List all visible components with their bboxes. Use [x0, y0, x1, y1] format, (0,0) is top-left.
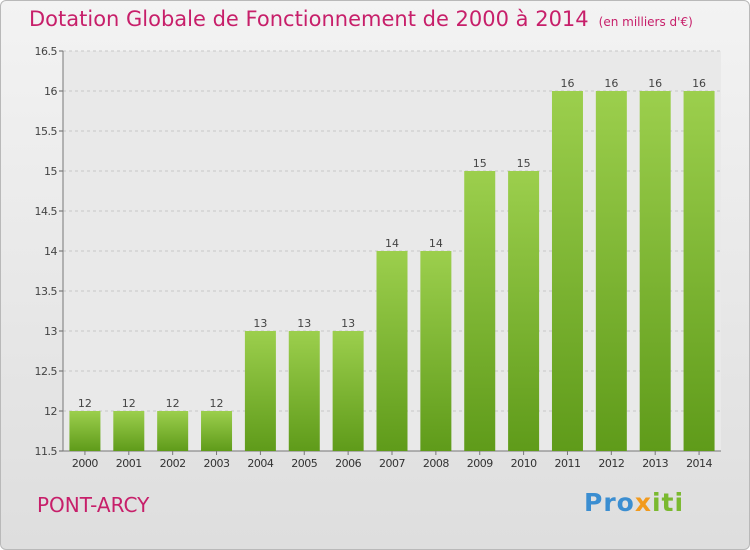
- bars: [69, 91, 715, 451]
- data-label-2013: 16: [648, 77, 662, 90]
- y-tick-label: 12: [44, 405, 57, 418]
- bar-2008: [420, 251, 452, 451]
- y-tick-label: 15: [44, 165, 57, 178]
- data-label-2000: 12: [78, 397, 92, 410]
- logo-part-3: iti: [651, 488, 685, 517]
- y-tick-label: 16: [44, 85, 57, 98]
- y-tick-label: 12.5: [35, 365, 58, 378]
- data-label-2010: 15: [517, 157, 531, 170]
- data-label-2005: 13: [297, 317, 311, 330]
- data-label-2001: 12: [122, 397, 136, 410]
- bar-2001: [113, 411, 145, 451]
- bar-2014: [683, 91, 715, 451]
- x-tick-label-2014: 2014: [686, 457, 712, 470]
- bar-2007: [376, 251, 408, 451]
- data-label-2012: 16: [604, 77, 618, 90]
- data-label-2009: 15: [473, 157, 487, 170]
- x-tick-label-2008: 2008: [423, 457, 449, 470]
- y-tick-label: 16.5: [35, 45, 58, 58]
- data-label-2006: 13: [341, 317, 355, 330]
- x-tick-label-2003: 2003: [204, 457, 230, 470]
- bar-2009: [464, 171, 496, 451]
- labels: 11.5 12 12.5 13 13.5 14 14.5 15 15.5 16 16.5 12 2000…: [35, 45, 714, 470]
- y-tick-label: 14.5: [35, 205, 58, 218]
- chart-title-text: Dotation Globale de Fonctionnement de 20…: [29, 7, 589, 31]
- x-tick-label-2013: 2013: [642, 457, 668, 470]
- x-tick-label-2007: 2007: [379, 457, 405, 470]
- bar-2002: [157, 411, 189, 451]
- y-tick-label: 13: [44, 325, 57, 338]
- bar-2010: [508, 171, 540, 451]
- bar-2013: [639, 91, 671, 451]
- bar-2005: [288, 331, 320, 451]
- x-tick-label-2005: 2005: [291, 457, 317, 470]
- x-tick-label-2010: 2010: [511, 457, 537, 470]
- x-tick-label-2002: 2002: [160, 457, 186, 470]
- data-label-2003: 12: [210, 397, 224, 410]
- chart-unit: (en milliers d'€): [598, 15, 693, 29]
- x-tick-label-2009: 2009: [467, 457, 493, 470]
- x-tick-label-2006: 2006: [335, 457, 361, 470]
- data-label-2004: 13: [253, 317, 267, 330]
- bar-2003: [201, 411, 233, 451]
- x-tick-label-2001: 2001: [116, 457, 142, 470]
- x-tick-label-2000: 2000: [72, 457, 98, 470]
- bar-2000: [69, 411, 101, 451]
- bar-2011: [551, 91, 583, 451]
- logo-part-1: Pro: [584, 488, 635, 517]
- chart-title: Dotation Globale de Fonctionnement de 20…: [29, 7, 693, 31]
- logo-part-2: x: [634, 488, 652, 517]
- x-tick-label-2011: 2011: [554, 457, 580, 470]
- y-tick-label: 15.5: [35, 125, 58, 138]
- data-label-2014: 16: [692, 77, 706, 90]
- data-label-2011: 16: [560, 77, 574, 90]
- y-tick-label: 13.5: [35, 285, 58, 298]
- bar-2006: [332, 331, 364, 451]
- proxiti-logo: Proxiti: [584, 488, 684, 517]
- bar-2004: [244, 331, 276, 451]
- data-label-2007: 14: [385, 237, 399, 250]
- y-tick-label: 11.5: [35, 445, 58, 458]
- data-label-2002: 12: [166, 397, 180, 410]
- data-label-2008: 14: [429, 237, 443, 250]
- x-tick-label-2004: 2004: [247, 457, 273, 470]
- commune-name: PONT-ARCY: [37, 493, 150, 517]
- y-tick-label: 14: [44, 245, 57, 258]
- bar-2012: [595, 91, 627, 451]
- x-tick-label-2012: 2012: [598, 457, 624, 470]
